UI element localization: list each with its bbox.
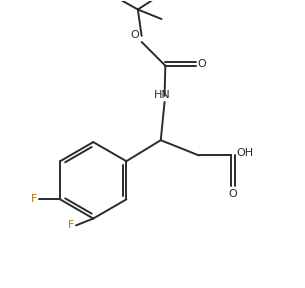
Text: O: O (198, 59, 206, 69)
Text: O: O (229, 189, 237, 199)
Text: OH: OH (237, 148, 254, 158)
Text: O: O (131, 30, 139, 40)
Text: F: F (31, 194, 38, 204)
Text: F: F (68, 220, 74, 230)
Text: HN: HN (154, 90, 171, 100)
